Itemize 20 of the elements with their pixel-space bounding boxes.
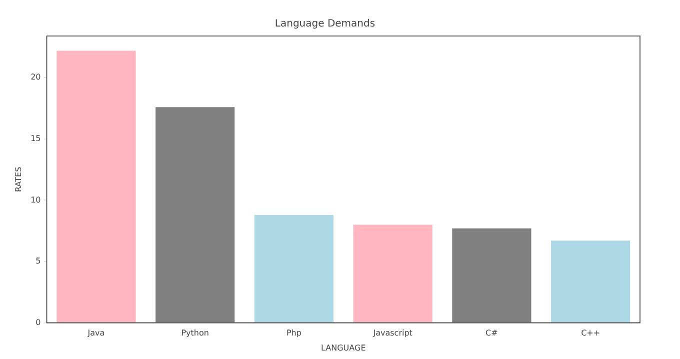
bar [452,228,532,322]
y-tick-label: 20 [30,72,41,82]
x-axis-title: LANGUAGE [321,343,366,352]
y-tick-label: 5 [36,256,41,266]
x-tick-label: Php [286,328,302,338]
y-tick-label: 15 [30,134,41,144]
y-axis-title: RATES [14,166,23,192]
chart-title: Language Demands [274,18,376,30]
bar [353,224,432,322]
bar [254,214,334,322]
x-tick-label: C++ [581,328,600,338]
x-tick-label: C# [486,328,498,338]
x-tick-label: Python [181,328,209,338]
bar [56,50,136,322]
y-tick-label: 0 [36,318,41,327]
x-tick-label: Java [86,328,105,338]
y-tick-label: 10 [30,195,41,204]
bar [551,240,630,322]
bar [156,107,235,322]
x-tick-label: Javascript [372,328,412,338]
